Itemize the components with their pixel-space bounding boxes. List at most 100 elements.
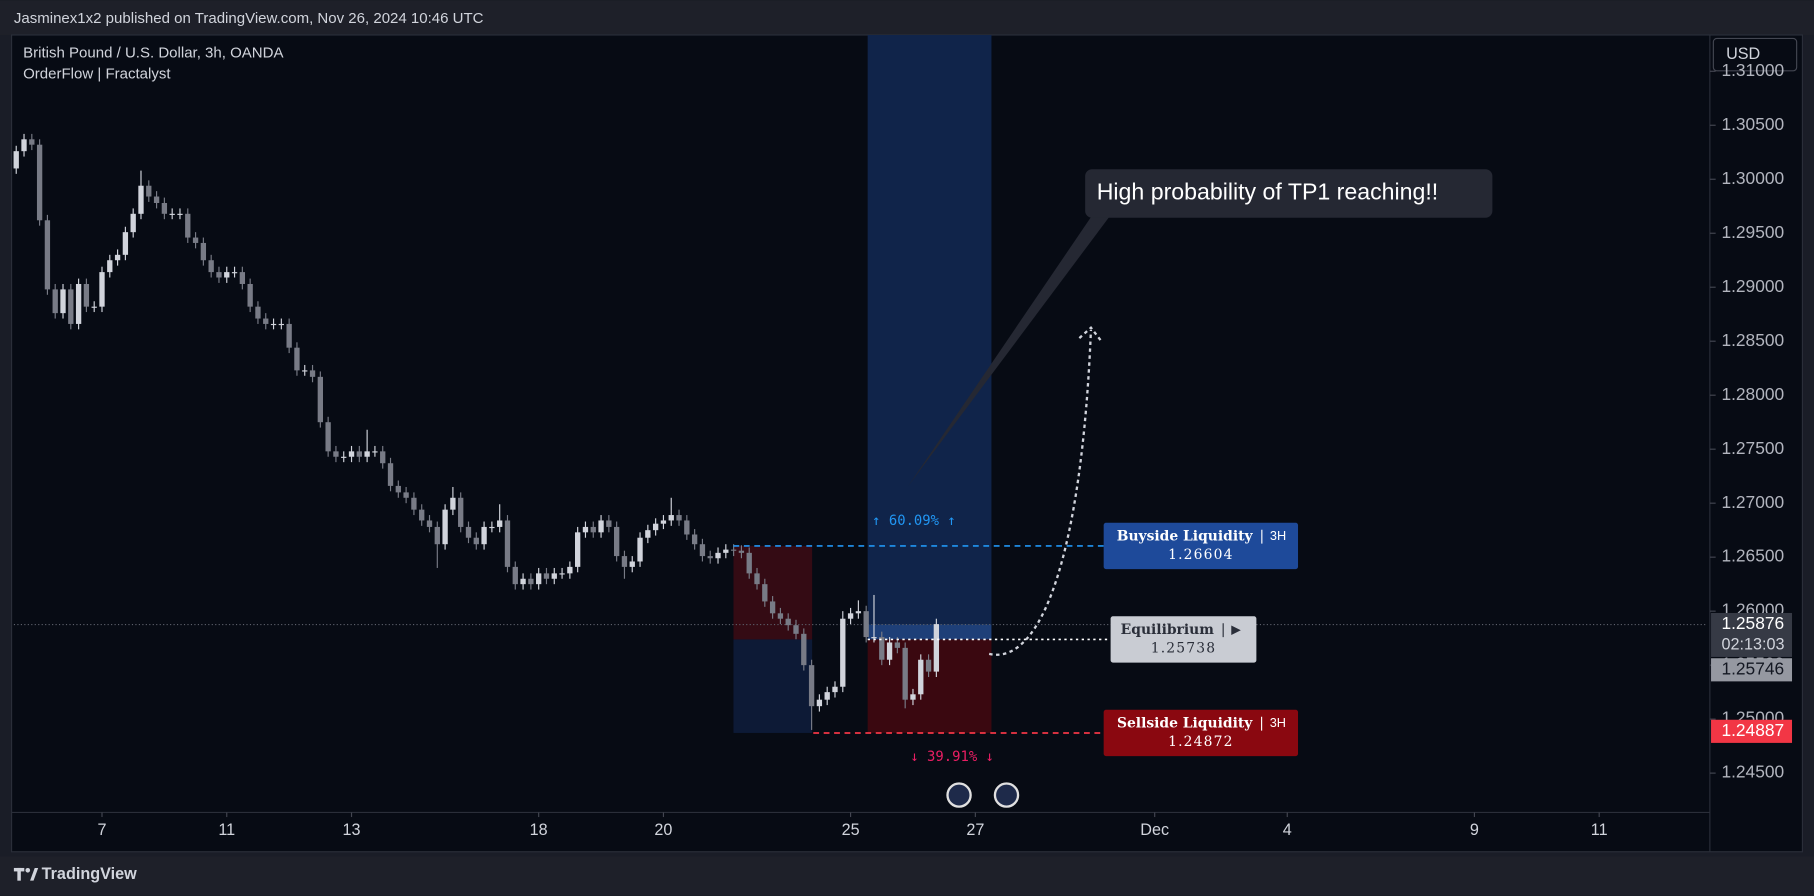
candle-body	[52, 289, 58, 314]
candle-body	[590, 526, 596, 533]
level-name: Equilibrium	[1121, 622, 1215, 638]
footer-bar	[0, 856, 1814, 896]
top-bar	[0, 0, 1814, 35]
price-tag: 1.24887	[1711, 719, 1793, 743]
candle-body	[247, 283, 253, 307]
candle-body	[528, 578, 534, 585]
candle-body	[83, 283, 90, 307]
event-flags[interactable]	[946, 782, 1020, 808]
level-tag: ▶	[1231, 622, 1241, 637]
candle-body	[325, 422, 331, 452]
candle-body	[208, 260, 214, 273]
candle-body	[754, 573, 760, 585]
candle-body	[21, 139, 27, 152]
up-move: ↑ 60.09% ↑	[872, 513, 956, 529]
candle-body	[645, 530, 651, 538]
candle-body	[29, 139, 35, 145]
candle-body	[769, 601, 776, 614]
candle-body	[387, 463, 394, 486]
level-value: 1.26604	[1168, 547, 1233, 563]
event-flag[interactable]	[993, 782, 1020, 808]
candle-body	[621, 556, 628, 567]
candle-body	[793, 625, 799, 634]
level-box	[1103, 709, 1299, 757]
price-tag-value: 1.25876	[1721, 613, 1784, 633]
candle-body	[933, 624, 940, 672]
candle-body	[847, 613, 854, 619]
price-tag: 1.25876 02:13:03	[1711, 612, 1793, 657]
y-tick-label: 1.28000	[1721, 384, 1784, 404]
candle-body	[652, 523, 659, 531]
candle-body	[114, 254, 121, 261]
y-tick-label: 1.31000	[1721, 60, 1784, 80]
candle-body	[676, 515, 682, 521]
candle-body	[497, 520, 503, 527]
candle-body	[715, 552, 721, 559]
candle-body	[122, 232, 129, 255]
candle-body	[785, 618, 791, 626]
price-tag-box	[1711, 719, 1793, 743]
chart-subtitle: OrderFlow | Fractalyst	[23, 65, 171, 82]
candle-body	[629, 561, 635, 567]
candle-body	[270, 323, 277, 326]
candle-body	[832, 686, 838, 693]
candle-body	[60, 289, 66, 314]
price-tag-value: 1.25746	[1721, 658, 1784, 678]
candle-body	[559, 573, 565, 575]
candle-body	[364, 451, 370, 457]
y-tick-label: 1.24500	[1721, 762, 1784, 782]
candle-body	[192, 237, 199, 243]
level-label: Buyside Liquidity 3H 1.26604	[1103, 522, 1299, 570]
level-tag: 3H	[1270, 528, 1286, 543]
candle-body	[177, 213, 183, 215]
candle-body	[356, 451, 362, 457]
premium-zone	[733, 545, 813, 640]
candle-body	[723, 549, 729, 553]
brand: TradingView	[42, 865, 137, 883]
candle-body	[489, 526, 495, 529]
x-tick-label: 11	[218, 821, 235, 839]
candle-body	[419, 509, 425, 521]
candle-body	[637, 537, 643, 562]
candle-body	[263, 318, 269, 324]
candle-body	[894, 642, 901, 648]
candle-body	[341, 456, 347, 458]
candle-body	[691, 534, 698, 545]
callout-box	[1085, 169, 1493, 218]
candle-body	[879, 637, 885, 660]
candle-body	[68, 289, 74, 324]
x-tick-label: 20	[654, 821, 672, 839]
candle-body	[161, 203, 168, 214]
y-tick-label: 1.27000	[1721, 492, 1784, 512]
candle-body	[863, 611, 869, 638]
candle-body	[707, 556, 713, 559]
y-tick-label: 1.27500	[1721, 438, 1784, 458]
candle-body	[746, 552, 752, 574]
candle-body	[808, 665, 815, 707]
x-tick-label: 9	[1470, 821, 1479, 839]
candle-body	[333, 451, 339, 457]
candle-body	[855, 611, 862, 614]
price-tag-value: 1.24887	[1721, 720, 1784, 740]
level-name: Buyside Liquidity	[1117, 529, 1254, 545]
x-tick-label: 4	[1283, 821, 1292, 839]
candle-body	[169, 213, 175, 215]
candle-body	[91, 306, 97, 308]
candle-body	[107, 260, 113, 273]
level-value: 1.24872	[1168, 734, 1233, 750]
y-tick-label: 1.29500	[1721, 222, 1784, 242]
event-flag[interactable]	[946, 782, 972, 808]
candle-body	[738, 550, 745, 553]
projection-arrowhead	[1078, 325, 1104, 344]
plot	[13, 34, 1716, 818]
candle-body	[660, 520, 667, 524]
currency[interactable]: USD	[1726, 45, 1760, 63]
currency-button[interactable]	[1712, 37, 1798, 72]
candle-body	[216, 272, 222, 278]
candle-body	[840, 618, 846, 687]
callout-text: High probability of TP1 reaching!!	[1097, 179, 1439, 205]
candle-body	[99, 272, 105, 307]
x-tick-label: Dec	[1140, 821, 1169, 839]
